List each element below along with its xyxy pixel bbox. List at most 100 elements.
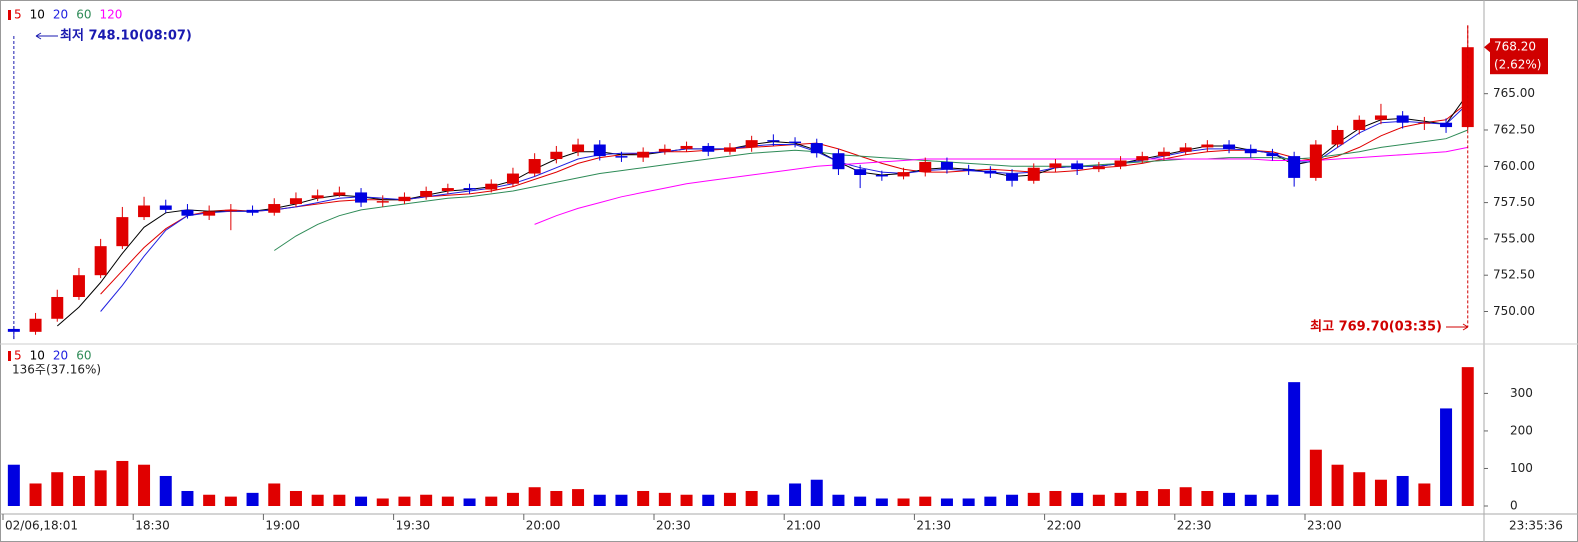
legend-entry: 20: [53, 349, 68, 363]
candle-body: [333, 192, 346, 196]
y-tick-label: 762.50: [1493, 122, 1535, 136]
x-tick-label: 19:30: [396, 519, 431, 533]
candle-body: [441, 188, 454, 191]
legend-marker: [8, 10, 11, 20]
volume-bar: [398, 496, 411, 506]
volume-bar: [637, 490, 650, 506]
candle-body: [680, 145, 693, 149]
volume-bar: [1309, 449, 1322, 506]
y-tick-label: 755.00: [1493, 231, 1535, 245]
volume-bar: [658, 492, 671, 506]
candle-body: [1071, 163, 1084, 170]
candle-body: [528, 159, 541, 174]
y-tick-label: 752.50: [1493, 268, 1535, 282]
y-tick-label: 750.00: [1493, 304, 1535, 318]
candle-body: [485, 183, 498, 190]
candle-body: [1374, 115, 1387, 120]
volume-bar: [702, 494, 715, 506]
candle-body: [1353, 119, 1366, 130]
price-pointer: [1484, 42, 1490, 53]
candle-body: [506, 173, 519, 184]
change-label: (2.62%): [1494, 58, 1541, 72]
volume-bar: [1461, 367, 1474, 506]
y-tick-label: 757.50: [1493, 195, 1535, 209]
candle-body: [51, 296, 64, 319]
volume-bar: [1266, 494, 1279, 506]
candle-body: [420, 190, 433, 197]
volume-bar: [1027, 492, 1040, 506]
candle-body: [1114, 160, 1127, 167]
volume-bar: [29, 483, 42, 506]
volume-bar: [441, 496, 454, 506]
volume-bar: [1396, 475, 1409, 506]
candle-body: [658, 148, 671, 152]
candle-body: [1027, 167, 1040, 181]
ma-line: [100, 103, 1469, 312]
candle-body: [94, 246, 107, 276]
volume-bar: [984, 496, 997, 506]
x-tick-label: 21:30: [916, 519, 951, 533]
candle-body: [962, 169, 975, 171]
y-tick-label: 100: [1510, 461, 1533, 475]
volume-bar: [355, 496, 368, 506]
volume-bar: [224, 496, 237, 506]
y-tick-label: 0: [1510, 498, 1518, 512]
candle-body: [398, 196, 411, 202]
candle-body: [940, 161, 953, 170]
volume-bar: [72, 475, 85, 506]
volume-bar: [680, 494, 693, 506]
volume-bar: [116, 460, 129, 506]
candle-body: [311, 195, 324, 199]
volume-bar: [1288, 382, 1301, 506]
volume-bar: [1353, 472, 1366, 506]
volume-bar: [1223, 492, 1236, 506]
volume-bar: [420, 494, 433, 506]
volume-bar: [506, 492, 519, 506]
candle-body: [1157, 151, 1170, 157]
candle-body: [1092, 166, 1105, 170]
legend-marker: [8, 351, 11, 361]
candle-body: [268, 204, 281, 213]
volume-bar: [723, 492, 736, 506]
volume-bar: [1440, 408, 1453, 506]
candle-body: [593, 144, 606, 157]
volume-bar: [138, 464, 151, 506]
candle-body: [138, 205, 151, 218]
candle-body: [1288, 156, 1301, 178]
volume-bar: [810, 479, 823, 506]
volume-bar: [51, 472, 64, 506]
legend-entry: 5: [14, 8, 22, 22]
candle-body: [745, 140, 758, 148]
candle-body: [1049, 163, 1062, 168]
candle-body: [463, 188, 476, 190]
candle-body: [355, 192, 368, 203]
volume-bar: [1201, 490, 1214, 506]
candle-body: [181, 209, 194, 216]
x-tick-label: 02/06,18:01: [5, 519, 78, 533]
volume-bar: [1374, 479, 1387, 506]
volume-bar: [615, 494, 628, 506]
candle-body: [1440, 122, 1453, 128]
volume-bar: [528, 487, 541, 506]
high-label: 최고 769.70(03:35): [1310, 320, 1442, 335]
volume-bar: [159, 475, 172, 506]
legend-entry: 120: [99, 8, 122, 22]
volume-bar: [485, 496, 498, 506]
candle-body: [1418, 122, 1431, 124]
y-tick-label: 765.00: [1493, 86, 1535, 100]
x-tick-label: 20:00: [526, 519, 561, 533]
legend-entry: 5: [14, 349, 22, 363]
x-tick-label: 18:30: [135, 519, 170, 533]
volume-bar: [1006, 494, 1019, 506]
candle-body: [376, 201, 389, 203]
candle-body: [1201, 144, 1214, 148]
candle-body: [572, 144, 585, 152]
x-tick-label: 20:30: [656, 519, 691, 533]
volume-bar: [203, 494, 216, 506]
candle-body: [1006, 173, 1019, 181]
volume-bar: [1157, 489, 1170, 506]
candle-body: [224, 209, 237, 212]
volume-bar: [463, 498, 476, 506]
legend-entry: 60: [76, 349, 91, 363]
x-tick-label: 23:00: [1307, 519, 1342, 533]
